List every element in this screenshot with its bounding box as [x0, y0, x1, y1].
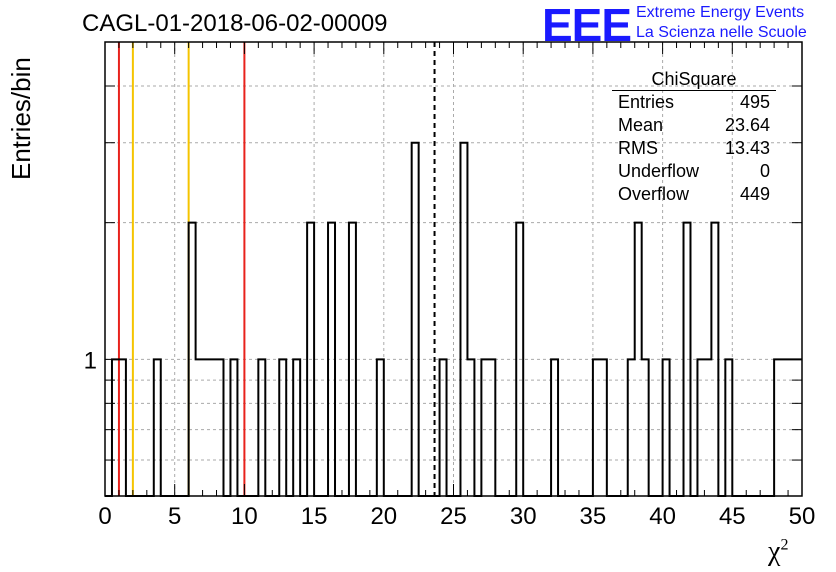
stats-row-entries: Entries 495	[612, 91, 776, 114]
x-tick-label: 0	[98, 503, 111, 530]
stats-label: Entries	[618, 92, 675, 112]
x-axis-ticks: 0 5 10 15 20 25 30 35 40 45 50	[98, 42, 815, 530]
x-tick-label: 25	[440, 503, 467, 530]
stats-label: RMS	[618, 138, 658, 158]
stats-box: ChiSquare Entries 495 Mean 23.64 RMS 13.…	[612, 68, 776, 206]
stats-value: 23.64	[724, 115, 770, 135]
x-axis-label-superscript: 2	[780, 536, 789, 554]
stats-label: Underflow	[618, 161, 700, 181]
y-axis-label: Entries/bin	[6, 57, 36, 180]
stats-value: 495	[739, 92, 770, 112]
x-tick-label: 5	[168, 503, 181, 530]
stats-value: 0	[759, 161, 770, 181]
reference-lines	[117, 42, 436, 496]
y-axis-ticks: 1	[84, 85, 802, 461]
x-tick-label: 15	[301, 503, 328, 530]
x-tick-label: 10	[231, 503, 258, 530]
stats-value: 449	[739, 184, 770, 204]
eee-logo: EEE	[542, 0, 632, 51]
stats-label: Overflow	[618, 184, 690, 204]
x-axis-label: χ2	[768, 536, 788, 568]
stats-value: 13.43	[724, 138, 770, 158]
logo-line-1: Extreme Energy Events	[636, 4, 805, 21]
stats-title: ChiSquare	[612, 68, 776, 91]
x-tick-label: 45	[719, 503, 746, 530]
stats-row-rms: RMS 13.43	[612, 137, 776, 160]
x-tick-label: 35	[580, 503, 607, 530]
y-tick-label: 1	[84, 347, 97, 374]
x-axis-label-symbol: χ	[768, 536, 781, 567]
chart-title: CAGL-01-2018-06-02-00009	[82, 10, 388, 37]
stats-row-overflow: Overflow 449	[612, 183, 776, 206]
x-tick-label: 20	[370, 503, 397, 530]
x-tick-label: 40	[649, 503, 676, 530]
stats-row-underflow: Underflow 0	[612, 160, 776, 183]
x-tick-label: 50	[789, 503, 816, 530]
logo-line-2: La Scienza nelle Scuole	[636, 24, 807, 41]
stats-label: Mean	[618, 115, 664, 135]
stats-row-mean: Mean 23.64	[612, 114, 776, 137]
x-tick-label: 30	[510, 503, 537, 530]
